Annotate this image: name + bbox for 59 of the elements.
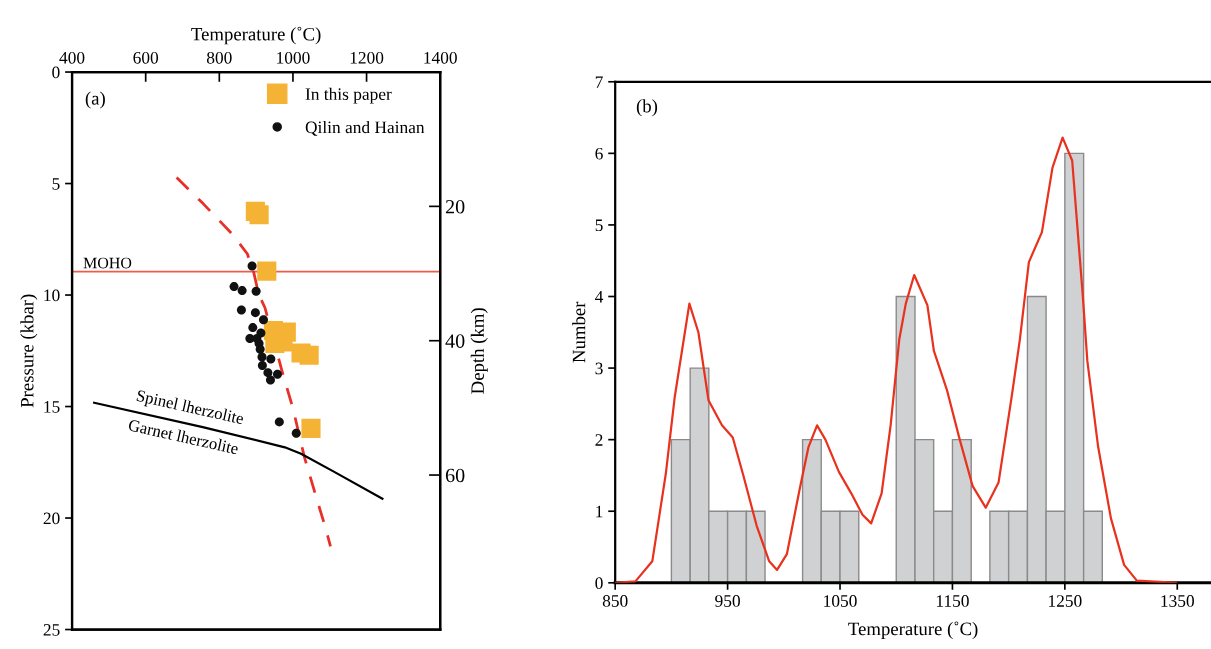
x-axis-title: Temperature (˚C) [848,621,978,640]
point [237,286,247,296]
y-tick-label: 1 [596,505,603,518]
y-tick-label: 3 [595,362,603,375]
y2-tick-label: 40 [445,334,465,348]
y-tick-label: 2 [595,434,603,446]
x-tick-label: 1400 [424,51,457,64]
y-tick-label: 4 [595,291,604,303]
y-tick-label: 0 [52,66,60,79]
y-tick-label: 7 [595,76,603,88]
x-tick-label: 400 [59,51,85,64]
y-tick-label: 6 [595,147,603,160]
y2-tick-label: 20 [445,199,465,214]
point [236,305,246,315]
x-tick-label: 1050 [824,595,857,607]
y-tick-label: 10 [44,289,60,302]
y-tick-label: 25 [43,624,60,636]
y-axis-title: Pressure (kbar) [20,294,38,408]
point [301,418,321,438]
annotation: (b) [636,99,658,117]
y-axis-title: Number [572,301,586,363]
point [255,344,265,354]
legend-label: In this paper [305,87,392,104]
x-tick-label: 850 [602,595,628,607]
point [258,315,268,325]
point [247,261,257,271]
x-tick-label: 600 [133,51,159,64]
y-tick-label: 5 [52,178,60,190]
point [291,428,301,438]
ref-line-label: MOHO [83,257,132,269]
x-axis-title: Temperature (˚C) [191,26,321,45]
y-tick-label: 20 [43,512,60,525]
y2-tick-label: 60 [445,468,465,483]
y-tick-label: 0 [595,577,603,589]
point [251,286,261,296]
point [274,417,284,427]
y-tick-label: 15 [44,401,60,413]
point [257,261,277,281]
point [272,369,282,379]
x-tick-label: 1200 [350,51,384,64]
annotation: (a) [85,91,105,109]
x-tick-label: 950 [715,595,740,607]
point [299,345,319,365]
x-tick-label: 1250 [1049,595,1082,607]
legend-label: Qilin and Hainan [305,120,425,136]
point [250,308,260,318]
point [263,368,273,378]
x-tick-label: 800 [206,51,232,64]
x-tick-label: 1150 [936,595,969,607]
x-tick-label: 1000 [277,51,310,64]
point [229,282,239,292]
y2-axis-title: Depth (km) [470,308,488,394]
y-tick-label: 5 [595,219,603,232]
point [257,361,267,370]
point [265,375,275,385]
point [257,352,267,362]
x-tick-label: 1350 [1161,595,1194,607]
point [266,354,276,364]
point [248,323,258,333]
